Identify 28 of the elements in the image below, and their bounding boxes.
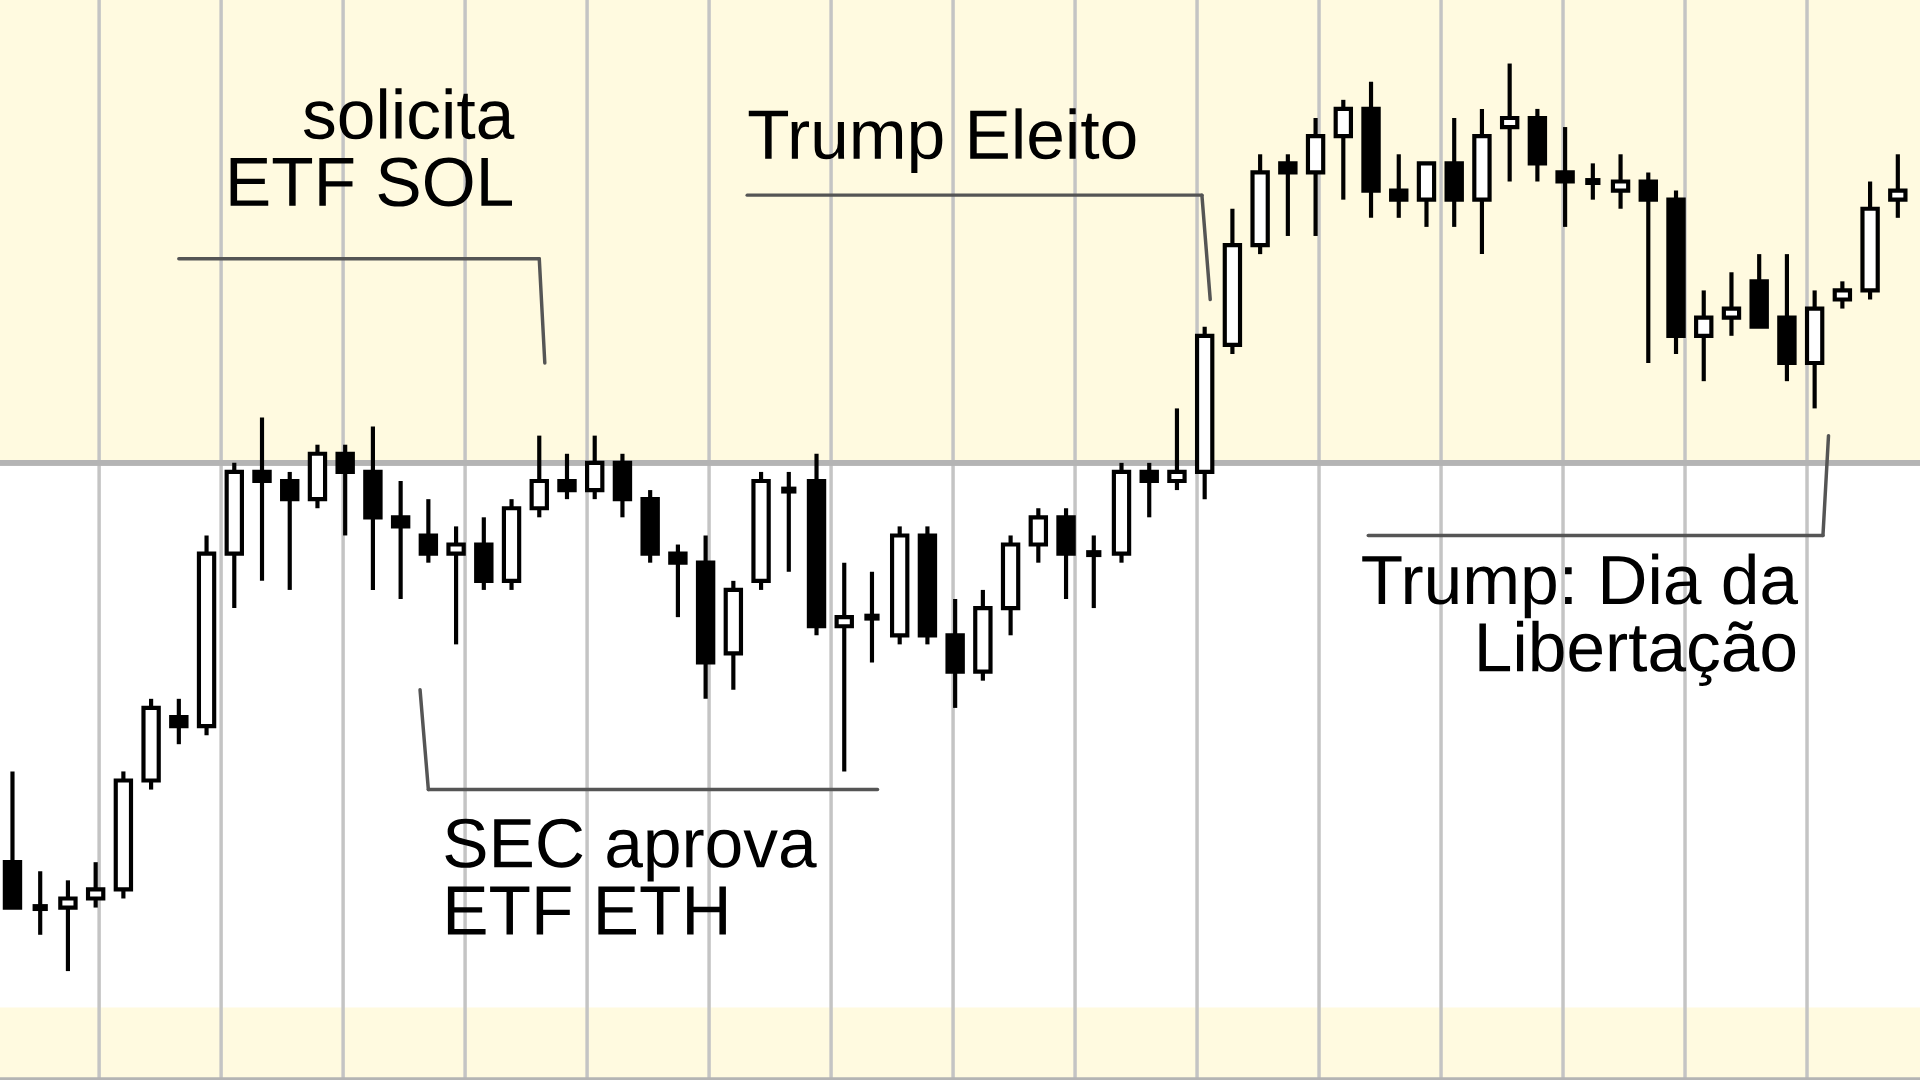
candlestick: [1389, 154, 1409, 218]
candlestick: [1888, 154, 1908, 218]
annotation: SEC aprova ETF ETH: [445, 818, 817, 935]
candlestick: [335, 444, 355, 536]
candlestick: [418, 499, 439, 563]
candlestick: [834, 562, 854, 772]
candlestick: [446, 526, 466, 645]
candlestick: [169, 698, 189, 745]
candlestick: [1694, 290, 1714, 382]
candlestick: [1167, 408, 1187, 491]
annotation: Trump: Dia da Libertação: [1362, 553, 1799, 686]
candlestick: [58, 880, 78, 972]
candlestick: [557, 453, 577, 500]
candlestick: [1278, 154, 1298, 236]
candlestick: [1721, 272, 1742, 336]
candlestick: [85, 862, 106, 908]
candlestick: [1499, 63, 1520, 182]
annotation: Trump Eleito: [748, 108, 1136, 174]
candlestick: [390, 481, 411, 599]
candlestick: [1555, 127, 1575, 227]
candlestick: [1832, 281, 1853, 309]
candlestick: [1610, 154, 1631, 209]
candlestick: [1638, 172, 1658, 364]
annotation: solicita ETF SOL: [230, 88, 515, 207]
candlestick: [280, 471, 300, 590]
candlestick: [668, 544, 688, 618]
candlestick: [1139, 462, 1159, 518]
candlestick: [252, 417, 272, 581]
